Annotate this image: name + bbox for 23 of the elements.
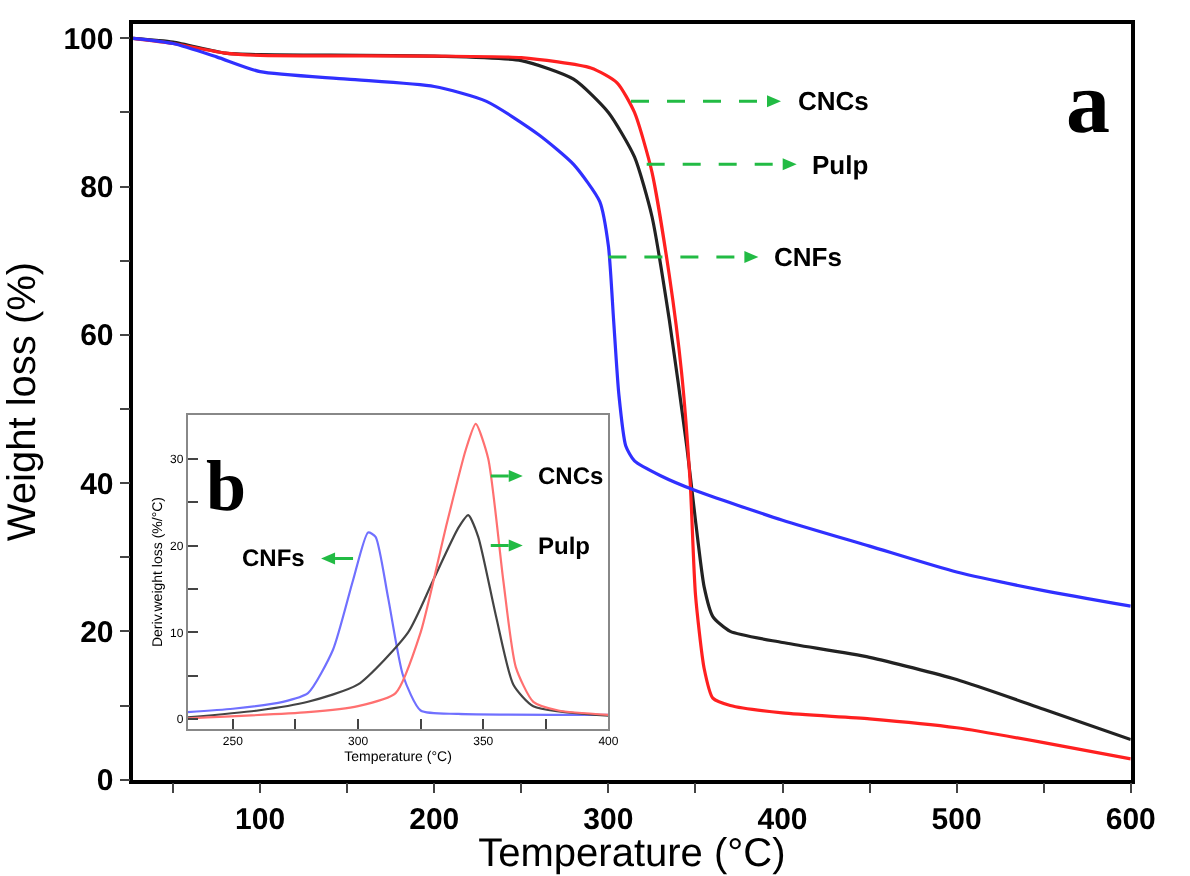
annotation: CNFs [774,242,842,272]
y-axis-title: Weight loss (%) [1,261,46,542]
y-tick-label: 0 [96,764,114,799]
x-tick-label: 300 [583,803,634,838]
annotation: a [1066,54,1110,152]
y-tick-label: 60 [80,319,114,354]
annotation: Pulp [538,532,590,560]
annotation: Pulp [812,150,869,180]
annotation: CNCs [798,86,869,116]
y-tick-label: 100 [63,22,114,57]
x-axis-title: Temperature (°C) [478,832,786,876]
annotation: b [206,446,247,526]
line-series [187,422,609,720]
x-tick-label: 400 [757,803,808,838]
x-tick-label: 100 [235,803,286,838]
annotation: CNFs [242,544,306,572]
annotation: CNCs [538,462,604,490]
y-tick-label: 20 [80,615,114,650]
y-tick-label: 40 [80,467,114,502]
x-tick-label: 200 [409,803,460,838]
y-tick-label: 80 [80,171,114,206]
x-tick-label: 600 [1105,803,1156,838]
x-tick-label: 500 [931,803,982,838]
